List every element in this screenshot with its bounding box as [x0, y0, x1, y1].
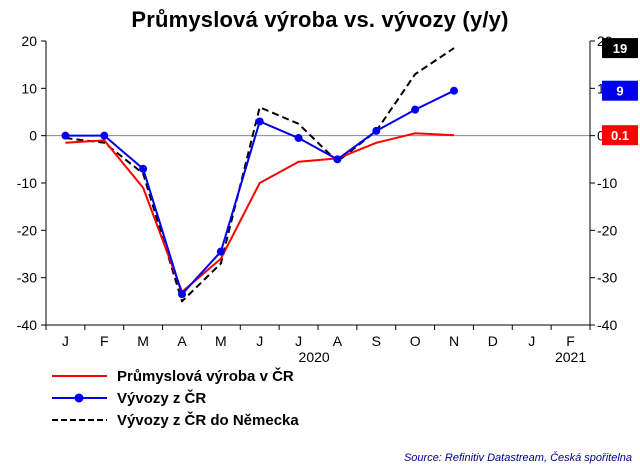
svg-text:A: A	[333, 333, 343, 349]
svg-text:O: O	[410, 333, 421, 349]
svg-text:-40: -40	[17, 317, 37, 333]
svg-text:-10: -10	[17, 175, 37, 191]
svg-text:D: D	[488, 333, 498, 349]
svg-text:-30: -30	[17, 270, 37, 286]
legend-blue-line-marker-icon	[52, 393, 107, 403]
source-note: Source: Refinitiv Datastream, Česká spoř…	[403, 452, 632, 464]
svg-text:M: M	[215, 333, 227, 349]
legend-label: Průmyslová výroba v ČR	[117, 367, 294, 385]
svg-text:10: 10	[21, 80, 37, 96]
svg-text:-10: -10	[597, 175, 617, 191]
svg-text:2021: 2021	[555, 349, 586, 363]
legend-black-dashed-line-icon	[52, 419, 107, 421]
svg-text:F: F	[100, 333, 109, 349]
svg-text:-20: -20	[17, 222, 37, 238]
svg-text:9: 9	[616, 84, 623, 99]
svg-text:F: F	[566, 333, 575, 349]
svg-text:S: S	[372, 333, 381, 349]
svg-text:J: J	[62, 333, 69, 349]
svg-text:N: N	[449, 333, 459, 349]
legend-label: Vývozy z ČR	[117, 389, 207, 407]
svg-text:J: J	[295, 333, 302, 349]
svg-text:2020: 2020	[299, 349, 330, 363]
svg-text:A: A	[177, 333, 187, 349]
svg-text:0: 0	[597, 128, 605, 144]
svg-text:0: 0	[29, 128, 37, 144]
chart-title: Průmyslová výroba vs. vývozy (y/y)	[131, 7, 509, 32]
svg-text:20: 20	[21, 33, 37, 49]
svg-text:J: J	[256, 333, 263, 349]
legend-label: Vývozy z ČR do Německa	[117, 411, 299, 429]
svg-text:-20: -20	[597, 222, 617, 238]
svg-text:19: 19	[613, 41, 627, 56]
legend-item-exports-germany: Vývozy z ČR do Německa	[52, 409, 640, 431]
svg-text:0.1: 0.1	[611, 128, 629, 143]
legend-red-line-icon	[52, 375, 107, 377]
line-chart: 2020101000-10-10-20-20-30-30-40-40JFMAMJ…	[17, 33, 638, 363]
chart-legend: Průmyslová výroba v ČR Vývozy z ČR Vývoz…	[0, 365, 640, 431]
svg-text:M: M	[137, 333, 149, 349]
svg-text:J: J	[528, 333, 535, 349]
svg-text:-40: -40	[597, 317, 617, 333]
legend-item-exports-cr: Vývozy z ČR	[52, 387, 640, 409]
legend-item-industrial-production: Průmyslová výroba v ČR	[52, 365, 640, 387]
svg-text:-30: -30	[597, 270, 617, 286]
